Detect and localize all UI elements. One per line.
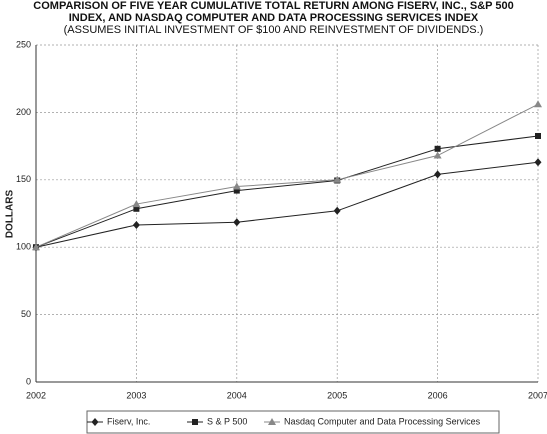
y-tick-label: 150	[16, 174, 31, 184]
marker	[333, 175, 342, 183]
marker	[333, 206, 341, 215]
legend-label: Nasdaq Computer and Data Processing Serv…	[284, 416, 481, 426]
legend-marker	[268, 418, 276, 425]
marker	[233, 187, 240, 194]
marker	[233, 218, 241, 227]
marker	[32, 243, 40, 251]
y-tick-label: 100	[16, 242, 31, 252]
marker	[132, 200, 141, 208]
chart-title: INDEX, AND NASDAQ COMPUTER AND DATA PROC…	[68, 12, 479, 24]
legend-label: S & P 500	[207, 416, 247, 426]
chart-title: COMPARISON OF FIVE YEAR CUMULATIVE TOTAL…	[33, 0, 514, 12]
marker	[132, 220, 140, 229]
y-tick-label: 250	[16, 39, 31, 49]
marker	[433, 151, 442, 159]
marker	[434, 145, 441, 152]
series-line	[35, 103, 539, 248]
x-tick-label: 2007	[528, 390, 547, 400]
y-tick-label: 50	[21, 309, 31, 319]
y-tick-label: 0	[26, 376, 31, 386]
chart-subtitle: (ASSUMES INITIAL INVESTMENT OF $100 AND …	[63, 24, 484, 36]
legend-label: Fiserv, Inc.	[107, 416, 150, 426]
series-line	[35, 161, 539, 248]
x-tick-label: 2006	[428, 390, 448, 400]
x-tick-label: 2005	[327, 390, 347, 400]
x-tick-label: 2002	[26, 390, 46, 400]
header: COMPARISON OF FIVE YEAR CUMULATIVE TOTAL…	[0, 0, 547, 36]
x-tick-label: 2003	[126, 390, 146, 400]
marker	[232, 182, 241, 190]
x-tick-label: 2004	[227, 390, 247, 400]
marker	[535, 132, 541, 139]
marker	[534, 100, 542, 108]
marker	[133, 205, 140, 212]
y-axis-label: DOLLARS	[5, 190, 16, 239]
y-tick-label: 200	[16, 107, 31, 117]
legend-marker	[91, 418, 99, 426]
legend-marker	[192, 419, 198, 425]
marker	[434, 170, 442, 179]
marker	[534, 158, 542, 167]
